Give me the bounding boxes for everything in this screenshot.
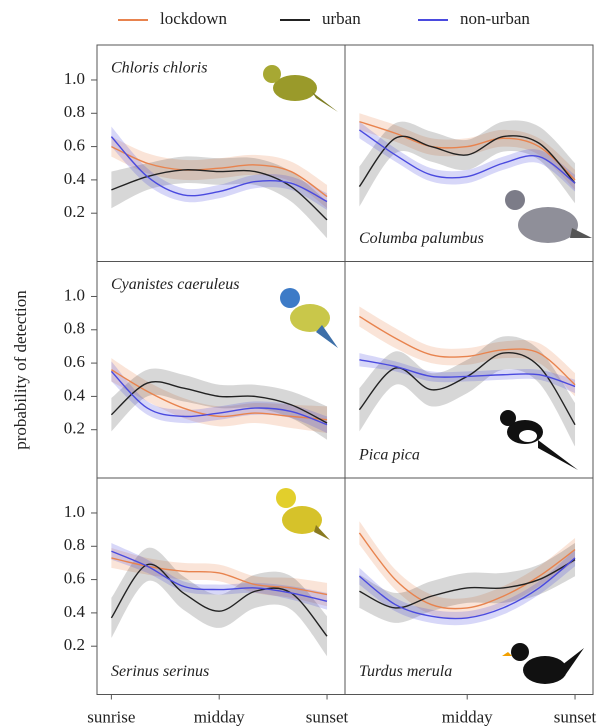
- y-tick-label: 0.6: [64, 352, 85, 371]
- y-tick-label: 0.2: [64, 202, 85, 221]
- x-tick-label: midday: [442, 707, 493, 726]
- bird-icon: [505, 190, 592, 243]
- series-line: [358, 135, 576, 187]
- panel-frame: [344, 477, 594, 695]
- y-tick-label: 0.8: [64, 319, 85, 338]
- series-line: [110, 136, 328, 203]
- legend-label: lockdown: [160, 9, 228, 28]
- bird-icon: [280, 288, 338, 348]
- series-line: [359, 120, 576, 181]
- panel-title: Chloris chloris: [111, 60, 207, 77]
- panel-title: Turdus merula: [359, 663, 452, 680]
- panel-frame: [96, 261, 346, 479]
- y-tick-label: 1.0: [64, 69, 85, 88]
- x-tick-label: sunset: [554, 707, 597, 726]
- series-line: [111, 369, 328, 421]
- bird-icon: [276, 488, 330, 540]
- y-tick-label: 0.8: [64, 102, 85, 121]
- confidence-band: [359, 336, 576, 447]
- legend-label: urban: [322, 9, 361, 28]
- bird-icon: [263, 65, 338, 112]
- confidence-band: [359, 120, 576, 207]
- x-tick-label: sunrise: [87, 707, 135, 726]
- confidence-band: [359, 121, 576, 192]
- y-tick-label: 0.4: [64, 385, 86, 404]
- panel-title: Pica pica: [358, 447, 420, 464]
- bird-icon: [500, 410, 578, 470]
- y-tick-label: 1.0: [64, 285, 85, 304]
- series-line: [111, 550, 328, 602]
- series-line: [359, 315, 576, 386]
- panel-title: Cyanistes caeruleus: [111, 276, 239, 293]
- y-tick-label: 0.4: [64, 602, 86, 621]
- series-line: [359, 359, 576, 388]
- series-line: [110, 380, 328, 424]
- bird-illustrations: [263, 65, 592, 684]
- series-line: [111, 145, 328, 198]
- y-tick-label: 0.2: [64, 635, 85, 654]
- y-tick-label: 1.0: [64, 502, 85, 521]
- y-tick-label: 0.8: [64, 535, 85, 554]
- series-line: [358, 532, 576, 610]
- confidence-band: [359, 353, 576, 394]
- series-line: [358, 557, 576, 620]
- x-tick-label: midday: [194, 707, 245, 726]
- confidence-band: [359, 549, 576, 626]
- confidence-band: [359, 306, 576, 397]
- panel-title: Columba palumbus: [359, 230, 484, 247]
- confidence-band: [111, 547, 328, 607]
- series-line: [110, 370, 328, 426]
- series-line: [359, 558, 576, 609]
- y-tick-label: 0.6: [64, 135, 85, 154]
- series-line: [358, 129, 576, 184]
- panel-title: Serinus serinus: [111, 663, 209, 680]
- y-tick-label: 0.6: [64, 568, 85, 587]
- y-tick-label: 0.4: [64, 169, 86, 188]
- y-tick-label: 0.2: [64, 419, 85, 438]
- confidence-band: [111, 136, 328, 209]
- confidence-band: [359, 113, 576, 190]
- confidence-band: [111, 542, 328, 610]
- legend-label: non-urban: [460, 9, 530, 28]
- y-axis-label: probability of detection: [11, 290, 30, 450]
- bird-icon: [502, 643, 584, 684]
- x-tick-label: sunset: [306, 707, 349, 726]
- confidence-band: [111, 368, 328, 440]
